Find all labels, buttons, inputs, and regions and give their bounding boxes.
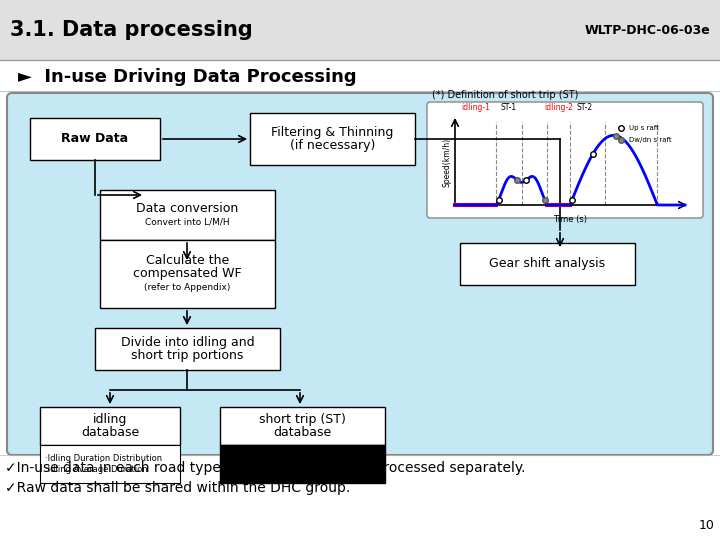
Bar [95,328,280,370]
Bar [220,445,385,483]
Bar [30,118,160,160]
Bar [460,243,635,285]
Text: compensated WF: compensated WF [133,267,242,280]
Text: (refer to Appendix): (refer to Appendix) [144,283,230,292]
Text: Calculate the: Calculate the [146,254,229,267]
Text: Time (s): Time (s) [553,215,587,224]
Bar [40,407,180,445]
Text: Data conversion: Data conversion [136,202,238,215]
Text: (*) Definition of short trip (ST): (*) Definition of short trip (ST) [432,90,578,100]
Text: Speed(km/h): Speed(km/h) [443,138,451,187]
Text: ·Idling Duration Distribution
·Idling Average Duration: ·Idling Duration Distribution ·Idling Av… [45,454,162,474]
Text: Up s raft: Up s raft [629,125,659,131]
Text: Raw Data: Raw Data [61,132,129,145]
Text: 10: 10 [699,519,715,532]
Bar [220,407,385,445]
Text: ✓In-use data in each road type and in each region is processed separately.: ✓In-use data in each road type and in ea… [5,461,526,475]
Text: Gear shift analysis: Gear shift analysis [490,258,606,271]
Text: Dw/dn s raft: Dw/dn s raft [629,137,672,143]
Text: database: database [81,426,139,439]
Text: Convert into L/M/H: Convert into L/M/H [145,217,230,226]
Bar [100,190,275,240]
Text: ✓Raw data shall be shared within the DHC group.: ✓Raw data shall be shared within the DHC… [5,481,350,495]
Text: ►  In-use Driving Data Processing: ► In-use Driving Data Processing [18,68,356,86]
Text: 3.1. Data processing: 3.1. Data processing [10,20,253,40]
Bar [0,0,720,60]
Text: Divide into idling and: Divide into idling and [121,336,254,349]
Text: short trip (ST): short trip (ST) [259,413,346,426]
Text: idling-1: idling-1 [462,103,490,112]
FancyBboxPatch shape [7,93,713,455]
Text: idling: idling [93,413,127,426]
Bar [100,240,275,308]
Text: (if necessary): (if necessary) [290,139,375,152]
Text: database: database [274,426,332,439]
Text: ST-1: ST-1 [501,103,517,112]
Text: Filtering & Thinning: Filtering & Thinning [271,126,394,139]
Bar [40,445,180,483]
Text: idling-2: idling-2 [544,103,573,112]
Bar [250,113,415,165]
Text: ST-2: ST-2 [577,103,593,112]
FancyBboxPatch shape [427,102,703,218]
Text: short trip portions: short trip portions [131,349,243,362]
Text: WLTP-DHC-06-03e: WLTP-DHC-06-03e [584,24,710,37]
